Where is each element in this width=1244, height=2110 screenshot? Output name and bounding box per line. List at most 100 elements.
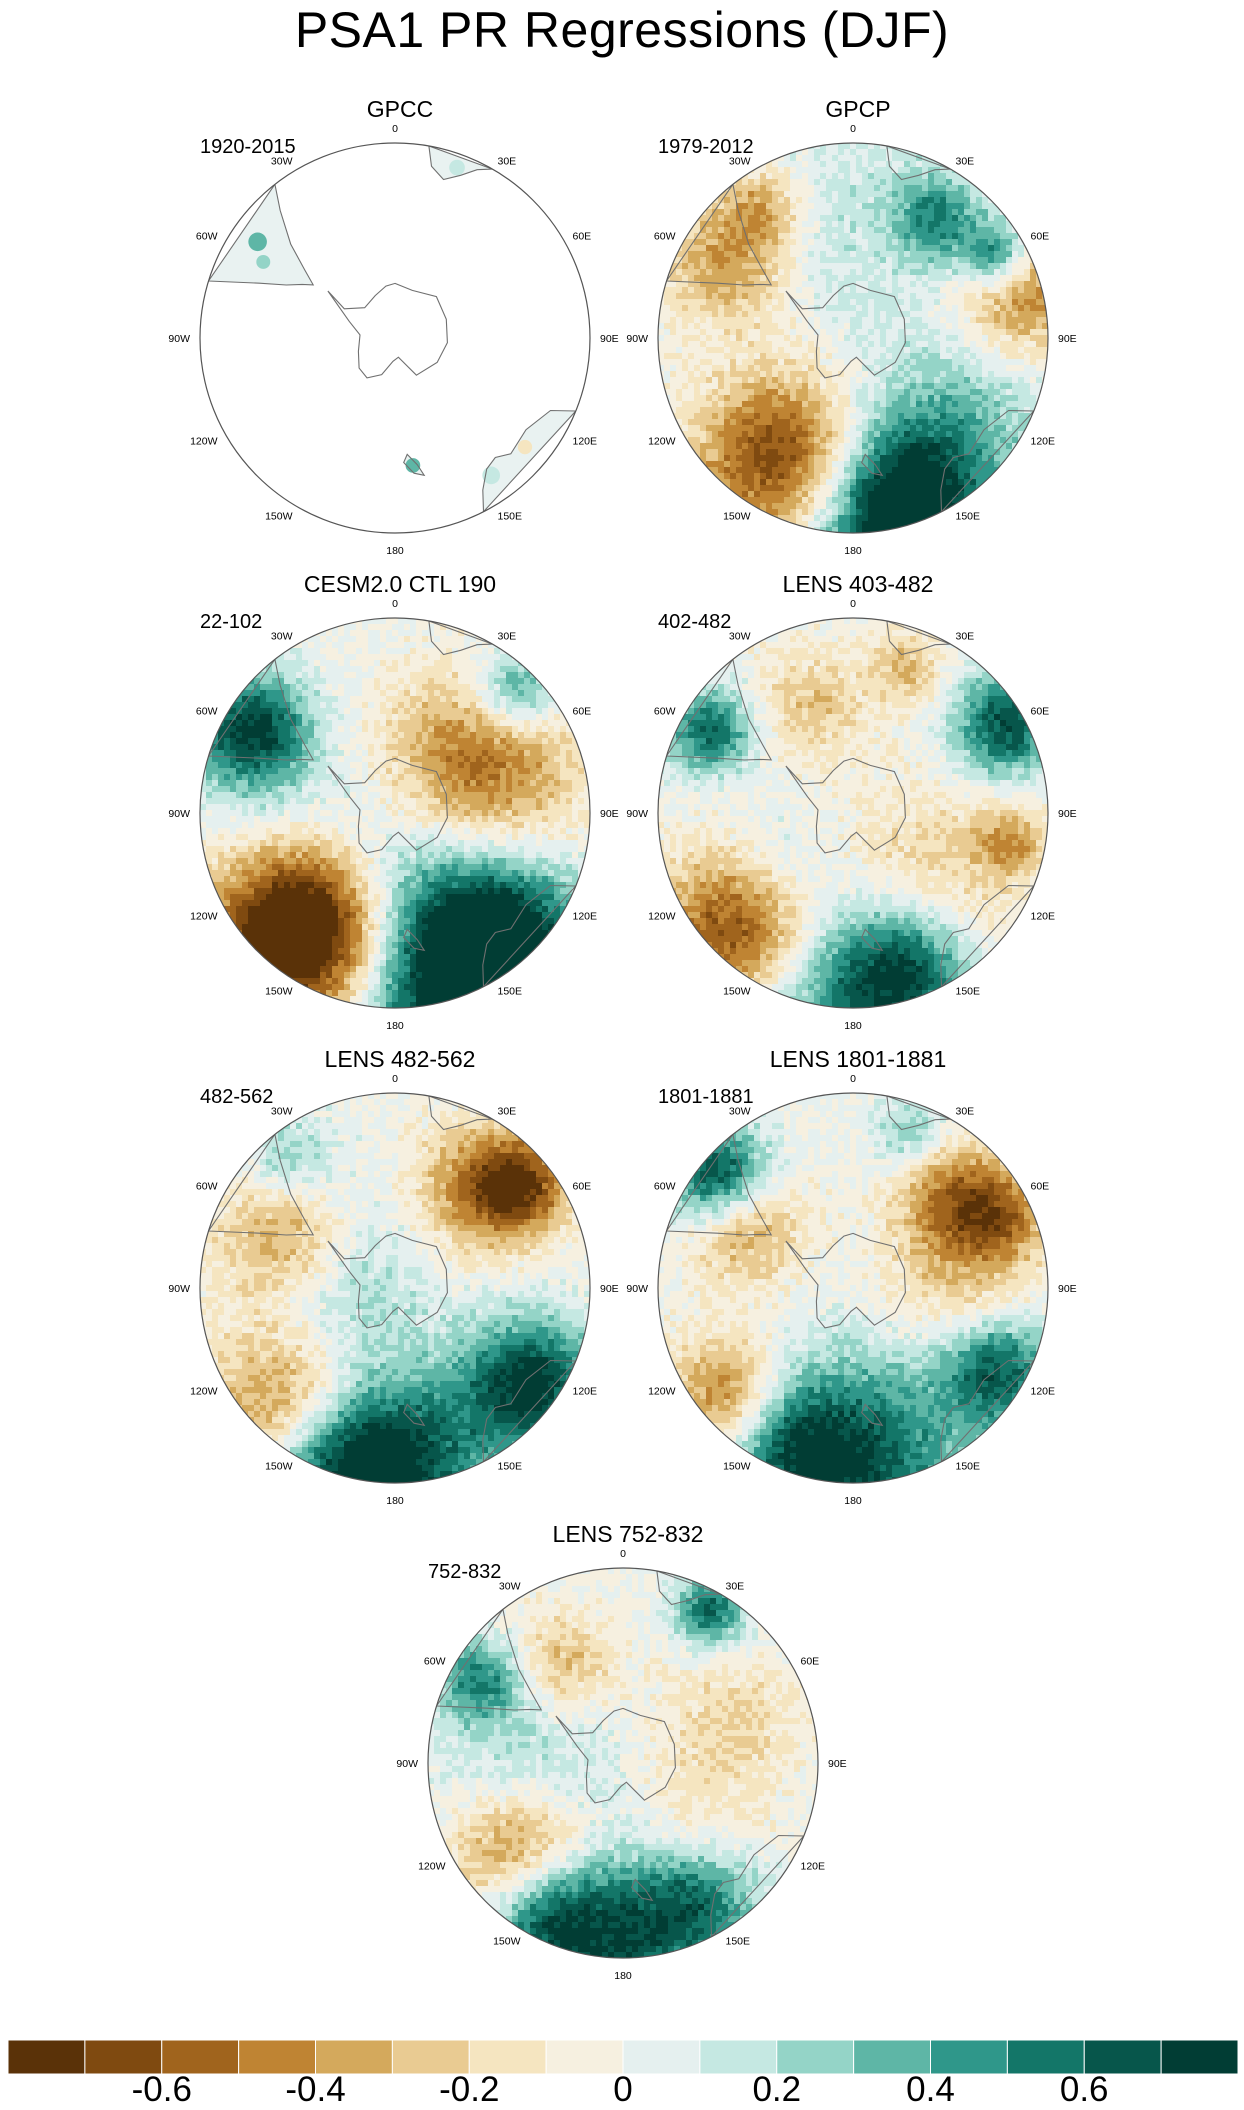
longitude-label: 120W bbox=[190, 436, 218, 448]
longitude-label: 90W bbox=[626, 808, 648, 820]
longitude-label: 0 bbox=[392, 598, 398, 610]
longitude-label: 0 bbox=[392, 1073, 398, 1085]
longitude-label: 0 bbox=[850, 598, 856, 610]
colorbar-box bbox=[1161, 2040, 1238, 2074]
longitude-label: 180 bbox=[386, 1495, 404, 1507]
longitude-label: 120E bbox=[801, 1861, 826, 1873]
colorbar-tick-label: -0.2 bbox=[439, 2070, 499, 2110]
colorbar-box bbox=[1084, 2040, 1161, 2074]
colorbar-box bbox=[8, 2040, 85, 2074]
longitude-label: 90W bbox=[168, 1283, 190, 1295]
longitude-label: 30W bbox=[499, 1581, 521, 1593]
regression-field bbox=[200, 618, 591, 1009]
longitude-label: 180 bbox=[844, 1495, 862, 1507]
colorbar-box bbox=[239, 2040, 316, 2074]
longitude-label: 120E bbox=[1031, 911, 1056, 923]
regression-field bbox=[200, 143, 590, 533]
longitude-label: 60E bbox=[1031, 231, 1050, 243]
longitude-label: 60W bbox=[424, 1656, 446, 1668]
longitude-label: 30E bbox=[498, 156, 517, 168]
longitude-label: 120E bbox=[573, 436, 598, 448]
longitude-label: 90E bbox=[828, 1758, 847, 1770]
colorbar-tick-label: 0.2 bbox=[752, 2070, 801, 2110]
colorbar-box bbox=[700, 2040, 777, 2074]
longitude-label: 120W bbox=[648, 1386, 676, 1398]
colorbar-box bbox=[85, 2040, 162, 2074]
longitude-label: 180 bbox=[614, 1970, 632, 1982]
longitude-label: 90W bbox=[168, 808, 190, 820]
longitude-label: 150W bbox=[723, 986, 751, 998]
longitude-label: 150W bbox=[723, 1461, 751, 1473]
longitude-label: 90W bbox=[626, 333, 648, 345]
colorbar-box bbox=[623, 2040, 700, 2074]
longitude-label: 180 bbox=[386, 545, 404, 557]
longitude-label: 30W bbox=[729, 1106, 751, 1118]
longitude-label: 150E bbox=[956, 511, 981, 523]
longitude-label: 30W bbox=[271, 1106, 293, 1118]
longitude-label: 60W bbox=[654, 231, 676, 243]
longitude-label: 30E bbox=[498, 631, 517, 643]
longitude-label: 120E bbox=[573, 911, 598, 923]
longitude-label: 150E bbox=[956, 1461, 981, 1473]
longitude-label: 60W bbox=[196, 231, 218, 243]
longitude-label: 30W bbox=[729, 631, 751, 643]
longitude-label: 60W bbox=[196, 706, 218, 718]
longitude-label: 90E bbox=[1058, 1283, 1077, 1295]
regression-field bbox=[200, 1093, 591, 1484]
regression-field bbox=[428, 1568, 819, 1959]
colorbar-box bbox=[546, 2040, 623, 2074]
longitude-label: 150W bbox=[265, 511, 293, 523]
longitude-label: 90E bbox=[600, 808, 619, 820]
colorbar-box bbox=[1007, 2040, 1084, 2074]
longitude-label: 150E bbox=[498, 1461, 523, 1473]
regression-field bbox=[658, 143, 1049, 534]
longitude-label: 60W bbox=[654, 706, 676, 718]
longitude-label: 60E bbox=[573, 1181, 592, 1193]
longitude-label: 30E bbox=[498, 1106, 517, 1118]
longitude-label: 90W bbox=[168, 333, 190, 345]
longitude-label: 120E bbox=[573, 1386, 598, 1398]
regression-field bbox=[658, 618, 1049, 1009]
longitude-label: 180 bbox=[844, 545, 862, 557]
longitude-label: 30E bbox=[956, 631, 975, 643]
longitude-label: 150E bbox=[498, 511, 523, 523]
regression-field bbox=[658, 1093, 1049, 1484]
longitude-label: 150W bbox=[265, 1461, 293, 1473]
colorbar-box bbox=[392, 2040, 469, 2074]
colorbar-tick-label: 0 bbox=[613, 2070, 632, 2110]
longitude-label: 60E bbox=[573, 231, 592, 243]
colorbar-box bbox=[777, 2040, 854, 2074]
colorbar-box bbox=[854, 2040, 931, 2074]
longitude-label: 60E bbox=[573, 706, 592, 718]
longitude-label: 180 bbox=[386, 1020, 404, 1032]
longitude-label: 150W bbox=[723, 511, 751, 523]
longitude-label: 60E bbox=[1031, 706, 1050, 718]
longitude-label: 0 bbox=[392, 123, 398, 135]
longitude-label: 150E bbox=[726, 1936, 751, 1948]
longitude-label: 60W bbox=[654, 1181, 676, 1193]
longitude-label: 30W bbox=[729, 156, 751, 168]
longitude-label: 60W bbox=[196, 1181, 218, 1193]
longitude-label: 30E bbox=[956, 156, 975, 168]
longitude-label: 150W bbox=[493, 1936, 521, 1948]
longitude-label: 150E bbox=[956, 986, 981, 998]
longitude-label: 90W bbox=[626, 1283, 648, 1295]
colorbar-tick-label: 0.4 bbox=[906, 2070, 955, 2110]
longitude-label: 150W bbox=[265, 986, 293, 998]
longitude-label: 120W bbox=[648, 911, 676, 923]
longitude-label: 120W bbox=[648, 436, 676, 448]
colorbar-box bbox=[469, 2040, 546, 2074]
longitude-label: 180 bbox=[844, 1020, 862, 1032]
colorbar-tick-label: 0.6 bbox=[1060, 2070, 1109, 2110]
longitude-label: 30E bbox=[726, 1581, 745, 1593]
longitude-label: 120W bbox=[190, 911, 218, 923]
